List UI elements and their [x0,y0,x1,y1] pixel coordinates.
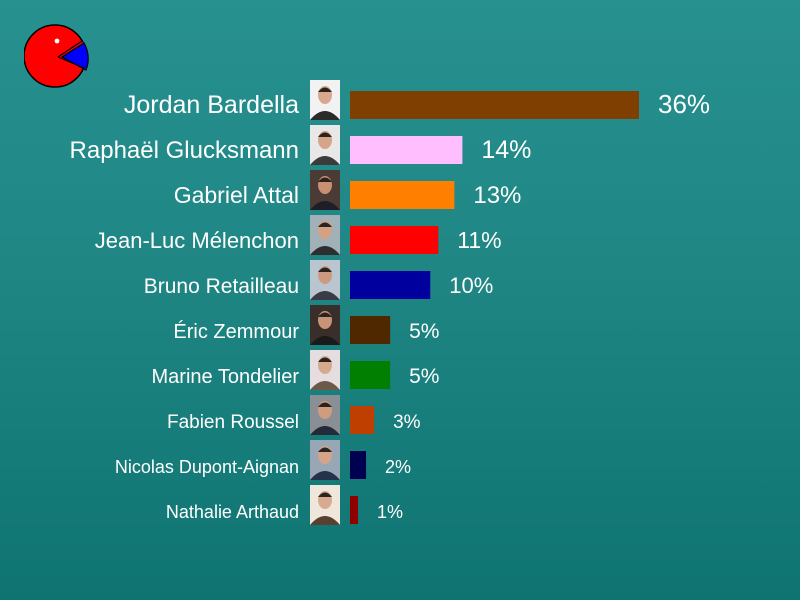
candidate-name-fabien-roussel: Fabien Roussel [167,412,299,433]
candidate-photo-gabriel-attal [310,170,340,210]
candidate-name-raphael-glucksmann: Raphaël Glucksmann [70,137,299,164]
bar-jean-luc-melenchon [350,226,439,254]
candidate-name-marine-tondelier: Marine Tondelier [152,366,300,388]
value-label-raphael-glucksmann: 14% [481,136,531,164]
candidate-name-eric-zemmour: Éric Zemmour [173,320,299,343]
candidate-photo-nathalie-arthaud [310,485,340,525]
bar-gabriel-attal [350,181,455,209]
candidate-photo-raphael-glucksmann [310,125,340,165]
bar-bruno-retailleau [350,271,431,299]
bar-nicolas-dupont-aignan [350,451,367,479]
value-label-nicolas-dupont-aignan: 2% [385,457,411,477]
value-label-nathalie-arthaud: 1% [377,502,403,522]
bar-fabien-roussel [350,406,375,434]
candidate-name-nathalie-arthaud: Nathalie Arthaud [166,502,299,522]
bar-raphael-glucksmann [350,136,463,164]
bar-nathalie-arthaud [350,496,359,524]
candidate-photo-bruno-retailleau [310,260,340,300]
candidate-name-nicolas-dupont-aignan: Nicolas Dupont-Aignan [115,457,299,477]
candidate-photo-jean-luc-melenchon [310,215,340,255]
candidate-name-jordan-bardella: Jordan Bardella [124,91,299,119]
bar-eric-zemmour [350,316,391,344]
value-label-bruno-retailleau: 10% [449,273,493,298]
bar-marine-tondelier [350,361,391,389]
candidate-photo-nicolas-dupont-aignan [310,440,340,480]
candidate-photo-marine-tondelier [310,350,340,390]
candidate-name-gabriel-attal: Gabriel Attal [174,182,299,208]
pie-chart-logo-icon [24,24,89,88]
value-label-eric-zemmour: 5% [409,320,439,343]
candidate-photo-eric-zemmour [310,305,340,345]
candidate-name-jean-luc-melenchon: Jean-Luc Mélenchon [95,228,299,253]
value-label-jean-luc-melenchon: 11% [457,227,501,253]
value-label-marine-tondelier: 5% [409,365,439,388]
candidate-photo-jordan-bardella [310,80,340,120]
bar-jordan-bardella [350,91,639,119]
candidate-name-bruno-retailleau: Bruno Retailleau [144,275,299,298]
value-label-gabriel-attal: 13% [473,182,521,209]
value-label-fabien-roussel: 3% [393,412,421,433]
candidate-photo-fabien-roussel [310,395,340,435]
value-label-jordan-bardella: 36% [658,89,710,119]
